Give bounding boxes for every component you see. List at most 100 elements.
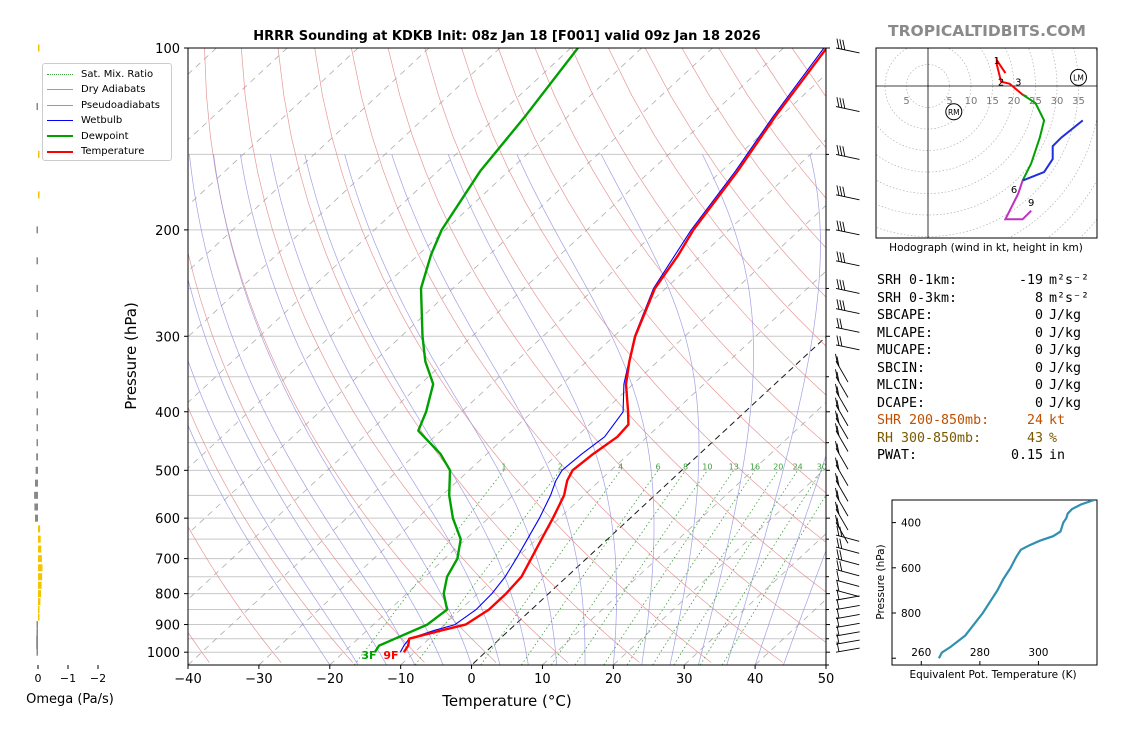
wind-barb-flag (839, 526, 843, 537)
stat-value: 0 (1034, 343, 1043, 358)
wind-barb-staff (835, 595, 860, 601)
legend-label: Dewpoint (81, 130, 129, 142)
hodograph-caption: Hodograph (wind in kt, height in km) (889, 242, 1083, 254)
stat-row: MLCAPE: 0 J/kg (877, 325, 1089, 343)
wind-barb-staff (835, 558, 860, 566)
dry-adiabat (188, 406, 353, 663)
mixing-ratio-line (673, 470, 799, 665)
mixing-ratio-line (480, 470, 622, 665)
omega-bar (38, 590, 41, 598)
wind-barb-flag (835, 410, 838, 421)
stat-label: SBCAPE: (877, 308, 934, 323)
isotherm-line (258, 139, 826, 665)
pseudo-adiabat (344, 154, 557, 665)
omega-bar (36, 424, 38, 432)
wind-barb-staff (835, 614, 860, 620)
wind-barb-flag (836, 371, 840, 383)
legend-label: Wetbulb (81, 115, 123, 126)
hodograph-frame (875, 47, 1098, 239)
wind-barb-flag (836, 386, 840, 397)
isotherm-line (188, 48, 572, 403)
omega-bar (36, 628, 38, 636)
hodograph-trace (1021, 93, 1046, 182)
temperature-line (402, 48, 826, 653)
stat-value: 0 (1034, 395, 1043, 411)
legend-label: Sat. Mix. Ratio (81, 68, 154, 80)
wind-barb-flag (836, 400, 840, 411)
dewpoint-line (373, 48, 579, 653)
wind-barb-staff (835, 448, 849, 470)
wind-barb-flag (836, 317, 840, 329)
x-axis-label: Temperature (°C) (441, 692, 571, 710)
omega-bar (36, 439, 38, 447)
wind-barb-flag (842, 221, 846, 232)
hodograph-motion-label: RM (948, 108, 960, 117)
legend-item: Wetbulb (47, 114, 122, 128)
wind-barb-flag (836, 641, 840, 652)
sounding-stats: SRH 0-1km: -19 m²s⁻² SRH 0-3km: 8 m²s⁻² SBCAPE… (877, 272, 1089, 465)
hodograph-ring-label: 35 (1072, 96, 1085, 107)
omega-bar (36, 226, 38, 234)
thetae-x-tick-label: 260 (911, 647, 931, 659)
wind-barb-flag (835, 487, 838, 499)
pseudo-adiabat (188, 277, 387, 665)
wind-barb-flag (839, 39, 843, 50)
stat-value: 0 (1034, 308, 1043, 323)
thetae-y-label: Pressure (hPa) (875, 544, 887, 619)
wind-barb-flag (839, 336, 843, 347)
wind-barb-flag (835, 457, 838, 468)
mixing-ratio-label: 30 (817, 462, 827, 471)
wind-barb-flag (835, 383, 838, 394)
y-tick-label: 900 (155, 619, 180, 634)
omega-bar (36, 648, 38, 656)
isotherm-line (400, 270, 826, 665)
wind-barb-flag (839, 299, 843, 310)
legend-label: Pseudoadiabats (81, 99, 161, 111)
wind-barb-flag (835, 423, 838, 434)
wind-barb-staff (835, 647, 860, 653)
stat-label: MLCIN: (877, 378, 926, 393)
wind-barb-flag (836, 299, 840, 310)
stat-unit: J/kg (1049, 360, 1082, 376)
isotherm-line (329, 204, 826, 665)
stat-unit: J/kg (1049, 325, 1082, 341)
mixing-ratio-label: 8 (683, 462, 688, 471)
mixing-ratio-label: 13 (729, 462, 739, 471)
wind-barb-staff (835, 631, 860, 637)
wind-barb-staff (835, 534, 860, 542)
y-tick-label: 700 (155, 553, 180, 568)
hodograph-ring-label: 10 (965, 96, 978, 107)
wind-barb-flag (842, 252, 846, 263)
stat-label: MUCAPE: (877, 343, 934, 358)
wind-barb-staff (835, 522, 849, 544)
wind-barb-flag (839, 561, 843, 572)
mixing-ratio-line (550, 470, 686, 665)
hodograph-panel: 5 5 10 15 20 25 30 35 1 2 3 69 LM RM (876, 48, 1097, 238)
pseudo-adiabat (698, 154, 754, 665)
wind-barb-flag (835, 397, 838, 408)
stat-row: SRH 0-3km: 8 m²s⁻² (877, 290, 1089, 308)
wind-barb-flag (836, 356, 840, 367)
legend-item: Dewpoint (47, 129, 129, 143)
omega-bar (36, 621, 38, 629)
x-tick-label: −10 (387, 672, 414, 687)
omega-bar (34, 503, 38, 511)
pseudo-adiabat (391, 154, 586, 665)
stat-row: SRH 0-1km: -19 m²s⁻² (877, 272, 1089, 290)
omega-bar (38, 581, 42, 589)
pseudo-adiabat (447, 154, 617, 665)
watermark-text: TROPICALTIDBITS.COM (888, 22, 1086, 40)
wind-barbs (835, 38, 860, 653)
wind-barb-flag (842, 186, 846, 197)
omega-bar (35, 479, 38, 487)
legend-item: Dry Adiabats (47, 83, 145, 97)
isotherm-line (471, 336, 826, 665)
thetae-y-tick-label: 600 (901, 563, 921, 575)
wind-barb-flag (835, 473, 838, 484)
y-tick-label: 400 (155, 406, 180, 421)
dry-adiabat (571, 48, 826, 396)
wind-barb-flag (836, 490, 840, 501)
wind-barb-staff (835, 361, 849, 383)
wind-barb-staff (835, 622, 860, 628)
wind-barb-flag (836, 97, 840, 108)
